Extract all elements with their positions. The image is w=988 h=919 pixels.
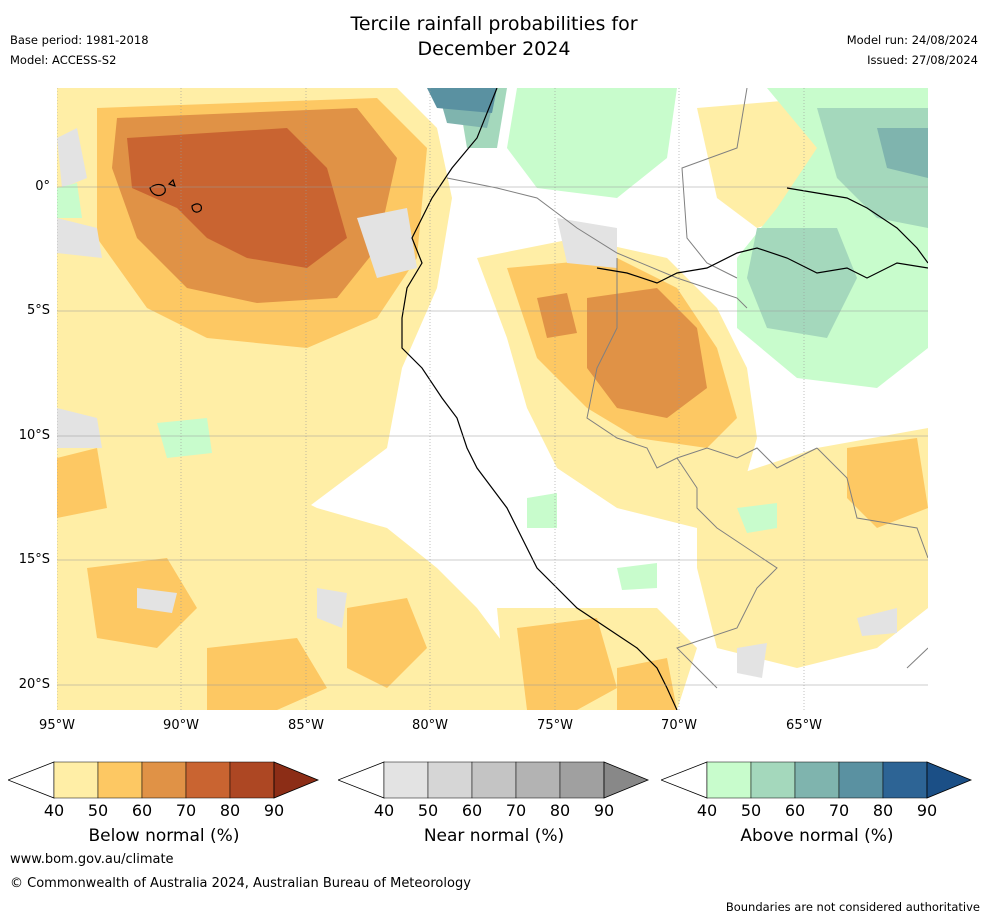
model-name: Model: ACCESS-S2 xyxy=(10,53,117,67)
graticule xyxy=(57,88,928,710)
above-tick-50: 50 xyxy=(740,801,762,820)
model-run: Model run: 24/08/2024 xyxy=(846,33,978,47)
lat-label-20s: 20°S xyxy=(18,677,50,692)
lat-label-5s: 5°S xyxy=(26,303,50,318)
below-tick-50: 50 xyxy=(87,801,109,820)
near-tick-90: 90 xyxy=(593,801,615,820)
lon-label-75w: 75°W xyxy=(537,718,573,733)
below-tick-60: 60 xyxy=(131,801,153,820)
boundary-disclaimer: Boundaries are not considered authoritat… xyxy=(725,900,980,914)
meta-right: Model run: 24/08/2024 Issued: 27/08/2024 xyxy=(847,30,978,70)
lon-label-80w: 80°W xyxy=(412,718,448,733)
title-line-2: December 2024 xyxy=(417,38,571,60)
lat-label-0: 0° xyxy=(35,179,50,194)
lon-label-90w: 90°W xyxy=(163,718,199,733)
coastline xyxy=(149,88,928,710)
lon-label-85w: 85°W xyxy=(288,718,324,733)
near-tick-80: 80 xyxy=(549,801,571,820)
near-tick-50: 50 xyxy=(417,801,439,820)
above-70-80-areas xyxy=(427,88,497,113)
copyright-notice: © Commonwealth of Australia 2024, Austra… xyxy=(10,876,471,891)
below-tick-40: 40 xyxy=(43,801,65,820)
base-period: Base period: 1981-2018 xyxy=(10,33,149,47)
lon-label-95w: 95°W xyxy=(39,718,75,733)
above-tick-80: 80 xyxy=(872,801,894,820)
lon-label-70w: 70°W xyxy=(661,718,697,733)
above-tick-60: 60 xyxy=(784,801,806,820)
colorbar-above xyxy=(661,761,973,799)
below-70-80-areas xyxy=(127,128,347,268)
probability-map xyxy=(57,88,928,710)
above-normal-label: Above normal (%) xyxy=(740,826,894,846)
issued-date: Issued: 27/08/2024 xyxy=(867,53,978,67)
below-tick-70: 70 xyxy=(175,801,197,820)
meta-left: Base period: 1981-2018 Model: ACCESS-S2 xyxy=(10,30,149,70)
country-borders xyxy=(446,88,928,689)
colorbar-below xyxy=(8,761,320,799)
above-tick-40: 40 xyxy=(696,801,718,820)
colorbar-near xyxy=(338,761,650,799)
near-normal-areas xyxy=(57,88,907,678)
lat-label-15s: 15°S xyxy=(18,552,50,567)
lon-label-65w: 65°W xyxy=(786,718,822,733)
above-tick-90: 90 xyxy=(916,801,938,820)
near-tick-60: 60 xyxy=(461,801,483,820)
source-url: www.bom.gov.au/climate xyxy=(10,852,174,867)
map-title: Tercile rainfall probabilities for Decem… xyxy=(0,12,988,62)
near-normal-label: Near normal (%) xyxy=(423,826,565,846)
near-tick-70: 70 xyxy=(505,801,527,820)
near-tick-40: 40 xyxy=(373,801,395,820)
title-line-1: Tercile rainfall probabilities for xyxy=(350,13,638,35)
above-tick-70: 70 xyxy=(828,801,850,820)
below-tick-90: 90 xyxy=(263,801,285,820)
below-tick-80: 80 xyxy=(219,801,241,820)
below-normal-label: Below normal (%) xyxy=(88,826,240,846)
lat-label-10s: 10°S xyxy=(18,428,50,443)
